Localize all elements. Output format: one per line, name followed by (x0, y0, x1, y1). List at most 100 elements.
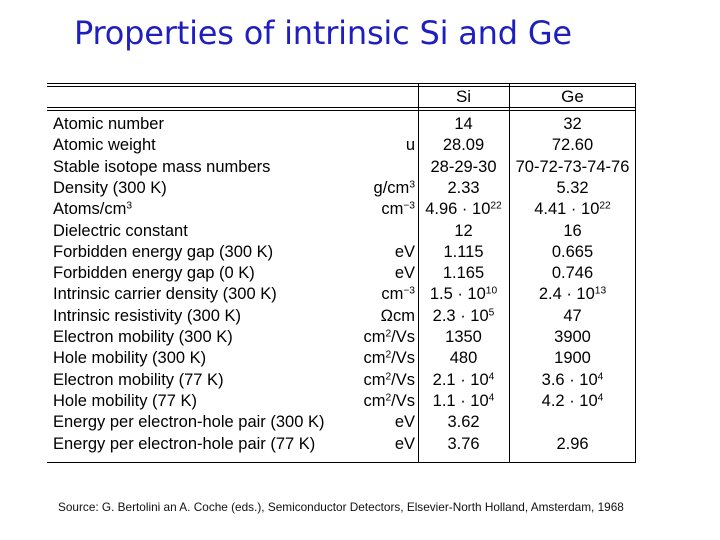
cell-text: Forbidden energy gap (0 K) (53, 264, 255, 283)
cell-text: Intrinsic carrier density (300 K) (53, 285, 277, 304)
row-label: Electron mobility (300 K) (53, 327, 233, 348)
ge-value: 2.96 (509, 434, 636, 455)
superscript: −3 (403, 285, 415, 297)
ge-value: 0.665 (509, 242, 636, 263)
si-value: 28-29-30 (418, 157, 509, 178)
cell-text: 14 (454, 115, 473, 133)
row-label: Forbidden energy gap (0 K) (53, 263, 255, 284)
superscript: 2 (385, 328, 392, 340)
table-row: Forbidden energy gap (0 K) eV 1.165 0.746 (47, 263, 636, 284)
superscript: 3 (126, 200, 133, 212)
table-row: Stable isotope mass numbers 28-29-30 70-72… (47, 157, 636, 178)
header-ge: Ge (561, 87, 584, 106)
cell-text: 2.1 · 10 (432, 370, 489, 389)
cell-text: 32 (563, 115, 582, 133)
column-divider-ge (509, 83, 510, 463)
cell-text: Electron mobility (77 K) (53, 370, 224, 389)
row-label: Dielectric constant (53, 221, 188, 242)
cell-text: u (405, 136, 415, 155)
cell-text: Hole mobility (300 K) (53, 349, 207, 368)
table-row: Atomic number 14 32 (47, 114, 636, 135)
row-unit: eV (395, 242, 415, 263)
cell-text: Stable isotope mass numbers (53, 157, 271, 176)
ge-value: 5.32 (509, 178, 636, 199)
table-row: Atoms/cm3 cm−3 4.96 · 1022 4.41 · 1022 (47, 199, 636, 220)
superscript: 2 (385, 370, 392, 382)
si-value: 1.115 (418, 242, 509, 263)
row-label: Atomic weight (53, 135, 156, 156)
superscript: 4 (488, 370, 495, 382)
row-unit: cm−3 (381, 284, 415, 305)
table-top-rule-double (47, 86, 636, 87)
table-row: Electron mobility (77 K) cm2/Vs 2.1 · 104 3… (47, 370, 636, 391)
cell-text: cm (363, 370, 386, 389)
cell-text: 16 (563, 221, 582, 240)
cell-text: 28-29-30 (430, 157, 497, 176)
table-row: Energy per electron-hole pair (300 K) eV 3… (47, 412, 636, 433)
superscript: −3 (403, 200, 415, 212)
ge-value: 3900 (509, 327, 636, 348)
si-value: 28.09 (418, 135, 509, 156)
source-citation: Source: G. Bertolini an A. Coche (eds.),… (58, 500, 624, 514)
cell-text: 2.4 · 10 (538, 285, 595, 304)
cell-text: Atomic weight (53, 136, 156, 155)
superscript: 4 (488, 392, 495, 404)
si-value: 12 (418, 221, 509, 242)
superscript: 13 (594, 285, 607, 297)
row-unit: eV (395, 434, 415, 455)
ge-value: 16 (509, 221, 636, 242)
cell-text: 480 (449, 349, 478, 368)
cell-text: eV (394, 434, 415, 453)
superscript: 22 (599, 200, 611, 212)
table-row: Dielectric constant 12 16 (47, 221, 636, 242)
cell-text: 1.115 (443, 242, 484, 261)
ge-value: 47 (509, 306, 636, 327)
cell-text: 2.96 (556, 434, 589, 453)
superscript: 10 (485, 285, 498, 297)
cell-text: Density (300 K) (53, 178, 167, 197)
row-label: Intrinsic resistivity (300 K) (53, 306, 241, 327)
ge-value: 4.2 · 104 (509, 391, 636, 412)
slide-title: Properties of intrinsic Si and Ge (74, 14, 572, 52)
cell-text: 0.746 (551, 264, 594, 283)
row-label: Stable isotope mass numbers (53, 157, 270, 178)
cell-text: cm (363, 328, 386, 346)
cell-text: 3.62 (447, 413, 480, 432)
row-label: Energy per electron-hole pair (77 K) (53, 434, 315, 455)
superscript: 4 (597, 370, 604, 382)
row-label: Energy per electron-hole pair (300 K) (53, 412, 324, 433)
cell-text: 1.1 · 10 (432, 391, 489, 410)
row-unit: eV (395, 263, 415, 284)
cell-text: Atomic number (53, 115, 164, 133)
cell-text: 3.6 · 10 (541, 370, 598, 389)
cell-text: 4.96 · 10 (425, 200, 491, 219)
row-unit: cm2/Vs (363, 391, 415, 412)
cell-text: Atoms/cm (53, 200, 127, 219)
cell-text: 2.3 · 10 (432, 306, 489, 325)
cell-text: 0.665 (551, 242, 594, 261)
superscript: 22 (490, 200, 502, 212)
table-row: Intrinsic resistivity (300 K) Ωcm 2.3 · 10… (47, 306, 636, 327)
row-unit: g/cm3 (374, 178, 415, 199)
superscript: 3 (409, 179, 415, 191)
superscript: 2 (385, 349, 392, 361)
superscript: 2 (385, 392, 392, 404)
table-right-border (635, 83, 636, 463)
row-unit: cm−3 (381, 199, 415, 220)
cell-text: 3900 (554, 328, 591, 346)
row-label: Hole mobility (77 K) (53, 391, 197, 412)
cell-text: 4.2 · 10 (541, 391, 598, 410)
row-label: Intrinsic carrier density (300 K) (53, 284, 277, 305)
cell-text: Electron mobility (300 K) (53, 328, 233, 346)
row-label: Electron mobility (77 K) (53, 370, 224, 391)
si-value: 4.96 · 1022 (418, 199, 509, 220)
cell-text: /Vs (391, 328, 415, 346)
cell-text: Dielectric constant (53, 221, 188, 240)
table-row: Hole mobility (77 K) cm2/Vs 1.1 · 104 4.2 ·… (47, 391, 636, 412)
cell-text: cm (363, 391, 386, 410)
row-unit: cm2/Vs (363, 327, 415, 348)
header-bottom-rule (47, 107, 636, 108)
cell-text: /Vs (391, 391, 415, 410)
row-label: Density (300 K) (53, 178, 167, 199)
cell-text: 72.60 (551, 136, 594, 155)
